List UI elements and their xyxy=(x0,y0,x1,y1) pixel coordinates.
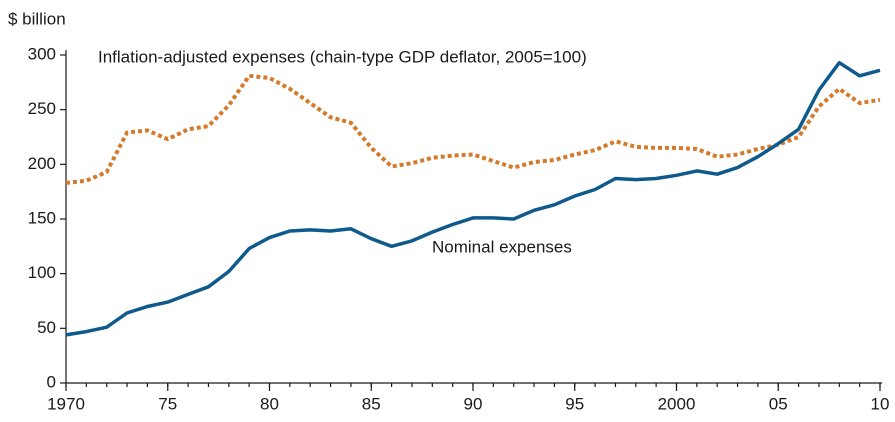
series-line xyxy=(65,60,881,337)
x-tick-label: 85 xyxy=(362,394,381,413)
x-tick-label: 05 xyxy=(769,394,788,413)
y-tick-label: 150 xyxy=(28,208,56,227)
y-tick-label: 200 xyxy=(28,154,56,173)
y-tick-label: 100 xyxy=(28,263,56,282)
x-tick-label: 80 xyxy=(260,394,279,413)
y-axis-label: $ billion xyxy=(8,9,66,28)
series-label: Inflation-adjusted expenses (chain-type … xyxy=(98,47,587,66)
y-tick-label: 300 xyxy=(28,44,56,63)
series-label: Nominal expenses xyxy=(432,237,572,256)
y-tick-label: 50 xyxy=(37,318,56,337)
x-tick-label: 1970 xyxy=(47,394,85,413)
x-tick-label: 95 xyxy=(565,394,584,413)
x-tick-label: 75 xyxy=(158,394,177,413)
x-tick-label: 2000 xyxy=(658,394,696,413)
x-tick-label: 90 xyxy=(464,394,483,413)
x-tick-label: 10 xyxy=(871,394,890,413)
series-line xyxy=(65,73,881,185)
y-tick-label: 250 xyxy=(28,99,56,118)
y-tick-label: 0 xyxy=(47,372,56,391)
